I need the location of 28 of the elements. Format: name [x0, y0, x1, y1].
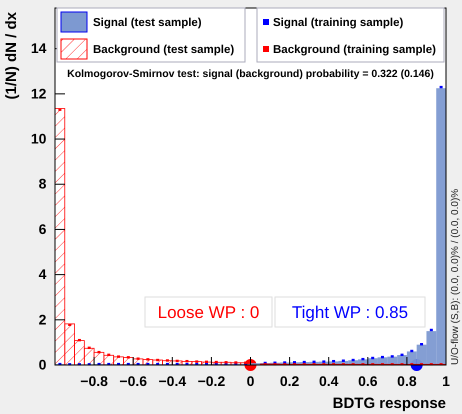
x-tick-label: 0.2: [280, 373, 300, 390]
x-tick-label: −0.6: [119, 373, 148, 390]
x-tick-label: −0.4: [158, 373, 186, 390]
y-tick-label: 2: [38, 311, 47, 328]
legend-label: Signal (training sample): [273, 17, 404, 29]
legend-label: Background (training sample): [273, 44, 436, 56]
y-tick-label: 4: [38, 266, 47, 282]
text: U/O-flow (S,B): (0.0, 0.0)% / (0.0, 0.0)%: [450, 188, 461, 365]
x-tick-label: 0.4: [318, 373, 339, 390]
y-tick-label: 12: [30, 85, 47, 102]
legend-label: Signal (test sample): [93, 17, 202, 29]
annotation: Tight WP : 0.85: [292, 303, 408, 322]
x-tick-label: 0: [246, 373, 255, 390]
legend-label: Background (test sample): [93, 44, 234, 56]
y-tick-label: 0: [38, 356, 47, 372]
x-tick-label: 0.8: [397, 373, 417, 390]
y-tick-label: 6: [38, 220, 47, 237]
x-tick-label: 1: [442, 373, 450, 390]
x-axis-title: BDTG response: [332, 395, 446, 412]
x-tick-label: −0.8: [80, 373, 108, 390]
annotation: Loose WP : 0: [158, 303, 260, 322]
y-tick-label: 8: [38, 176, 47, 192]
y-tick-label: 14: [30, 40, 47, 56]
x-tick-label: 0.6: [358, 373, 378, 390]
annotation: Kolmogorov-Smirnov test: signal (background) probability = 0.322 (0.146): [67, 68, 434, 80]
x-tick-label: −0.2: [198, 373, 226, 390]
y-axis-title: (1/N) dN / dx: [3, 11, 20, 100]
y-tick-label: 10: [30, 130, 47, 147]
